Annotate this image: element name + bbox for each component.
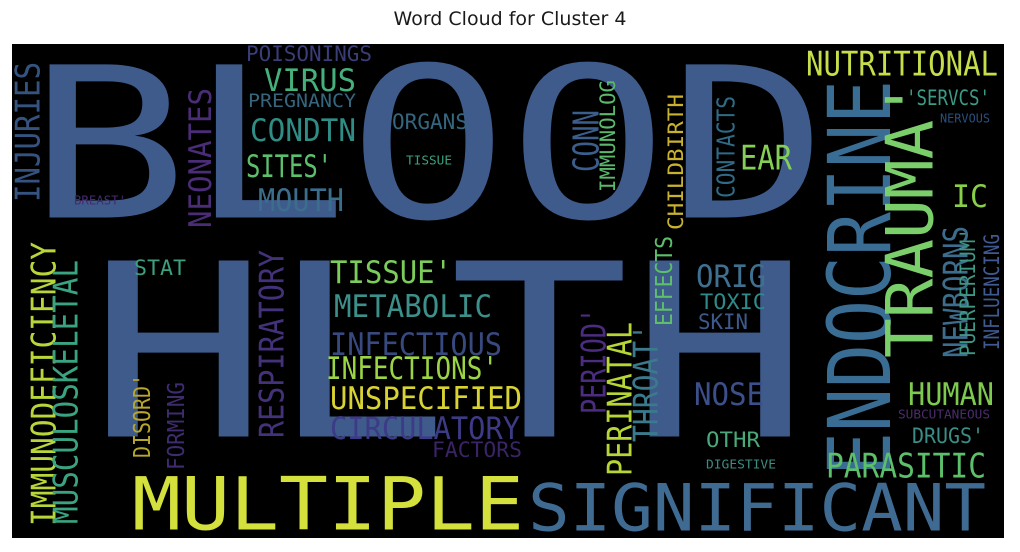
word-tissue: TISSUE [406,153,452,168]
word-breast: BREAST' [74,193,126,208]
word-drugs: DRUGS' [912,424,984,448]
word-puerperium: PUERPERIUM' [956,228,980,356]
word-childbirth: CHILDBIRTH [664,94,688,230]
word-skin: SKIN [698,310,748,334]
word-influencing: INFLUENCING [980,234,1004,350]
word-multiple: MULTIPLE [132,463,524,548]
word-ic: IC [952,179,988,215]
word-nervous: NERVOUS [940,111,990,126]
word-musculoskeletal: MUSCULOSKELETAL [47,260,86,524]
word-human: HUMAN [908,377,994,413]
word-disord: DISORD' [130,374,156,458]
word-perinatal: PERINATAL [601,322,640,476]
word-digestive: DIGESTIVE [706,457,776,472]
word-parasitic: PARASITIC [826,447,986,486]
word-immunolog: IMMUNOLOG [596,80,620,192]
word-hlth: HLTH [88,213,810,494]
word-blood: BLOOD [28,23,828,268]
word-subcutaneous: SUBCUTANEOUS [898,407,990,422]
word-condtn: CONDTN [250,113,356,149]
word-newborns: NEWBORNS [937,226,976,358]
word-contacts: CONTACTS [712,96,741,198]
word-servcs: 'SERVCS' [906,86,990,110]
word-endocrine: ENDOCRINE [811,80,911,476]
word-forming: FORMING [164,382,190,470]
word-metabolic: METABOLIC [334,289,492,325]
word-period: PERIOD' [575,308,614,414]
word-poisonings: POISONINGS [246,42,372,66]
word-tissue: TISSUE' [330,255,452,291]
word-unspecified: UNSPECIFIED [330,381,522,417]
word-circulatory: CIRCULATORY [330,411,520,447]
word-sites: SITES' [246,149,332,185]
word-nutritional: NUTRITIONAL [806,45,998,84]
word-immunodeficiency: IMMUNODEFICIENCY [25,242,64,526]
word-mouth: MOUTH [258,183,344,219]
word-significant: SIGNIFICANT [528,472,986,547]
word-orig: ORIG [696,259,766,295]
word-virus: VIRUS [264,63,356,99]
word-stat: STAT [134,256,186,280]
word-othr: OTHR [706,428,760,452]
word-conn: CONN [567,110,608,172]
word-respiratory: RESPIRATORY [253,250,292,438]
chart-title: Word Cloud for Cluster 4 [393,8,627,30]
word-trauma: TRAUMA' [874,80,949,358]
word-effects: EFFECTS [652,236,678,326]
word-factors: FACTORS [432,438,522,462]
word-pregnancy: PREGNANCY [248,90,357,112]
cloud-background [12,44,1004,538]
word-infections: INFECTIONS' [326,351,498,387]
word-nose: NOSE [694,377,764,413]
word-organs: ORGANS [392,110,468,134]
word-injuries: INJURIES [9,62,48,202]
word-throat: THROAT' [627,324,666,442]
word-infectious: INFECTIOUS [330,327,502,363]
word-toxic: TOXIC [700,290,766,314]
word-ear: EAR [740,139,793,178]
word-neonates: NEONATES [183,88,219,228]
